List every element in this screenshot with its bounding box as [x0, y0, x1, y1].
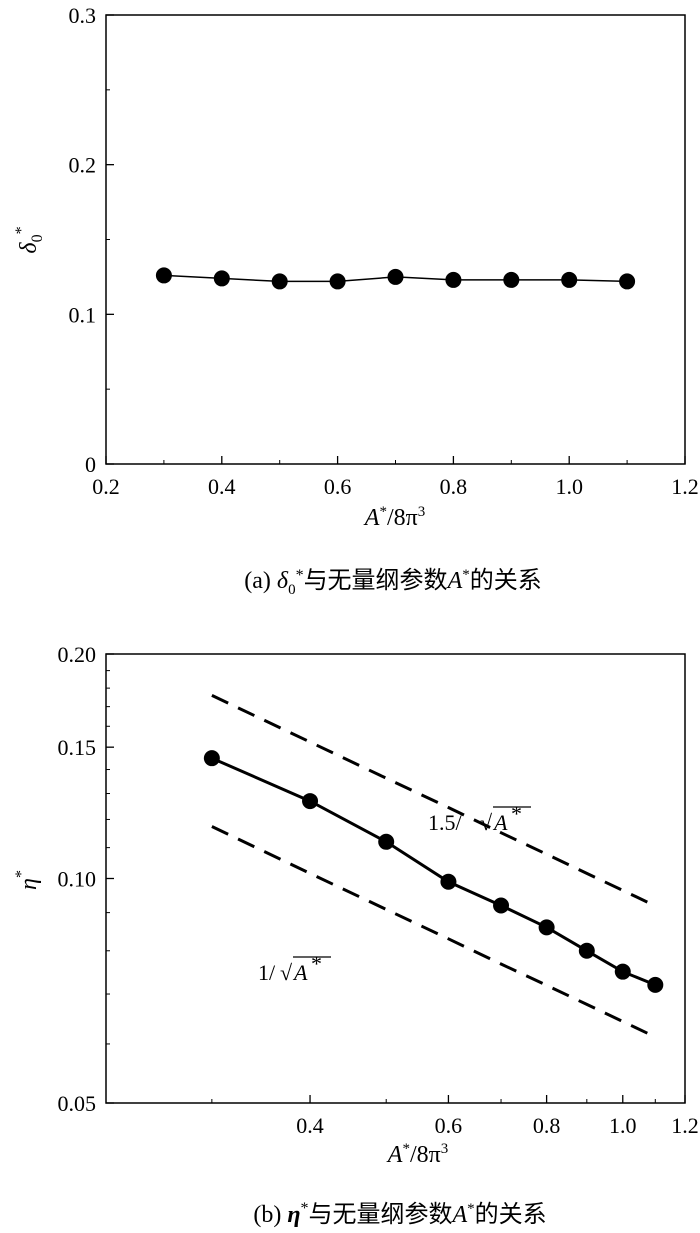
data-point-1	[302, 793, 319, 810]
y-tick-label-0: 0.05	[58, 1091, 97, 1116]
data-point-3	[329, 273, 346, 290]
series-label-1-over-sqrt-A: 1/ √ A *	[258, 951, 331, 985]
panel-b-caption-var: A	[450, 1202, 467, 1228]
y-tick-label-1: 0.10	[58, 867, 97, 892]
series-label-1-prefix: 1/	[258, 960, 276, 985]
panel-a-caption: (a) δ0*与无量纲参数A*的关系	[244, 567, 541, 598]
data-point-6	[578, 942, 595, 959]
x-tick-label-3: 0.8	[440, 474, 468, 499]
panel-a-caption-var: A	[446, 568, 463, 594]
panel-a-ylabel-sub: 0	[29, 234, 46, 242]
series-label-1-5-var: A	[492, 810, 508, 835]
dashed-line-1	[211, 694, 656, 908]
panel-b-xlabel-sup2: 3	[441, 1141, 449, 1157]
panel-b-frame	[105, 653, 686, 1104]
data-point-5	[538, 919, 555, 936]
y-tick-label-2: 0.15	[58, 735, 97, 760]
panel-a-ylabel: δ0*	[13, 226, 46, 253]
x-tick-label-0: 0.4	[296, 1113, 324, 1138]
x-tick-label-5: 1.2	[671, 474, 699, 499]
data-point-3	[440, 873, 457, 890]
panel-b-caption-prefix: (b)	[253, 1202, 287, 1228]
panel-b-ylabel-sup: *	[13, 870, 30, 878]
series-label-1-5-sup: *	[511, 801, 522, 826]
panel-a-marks	[155, 267, 636, 290]
series-label-1-var: A	[292, 960, 308, 985]
data-point-8	[647, 976, 664, 993]
panel-a-xlabel-main: A	[363, 505, 380, 531]
panel-a-caption-text: 与无量纲参数	[304, 567, 448, 594]
panel-a-caption-sup: *	[296, 567, 304, 584]
x-tick-label-1: 0.4	[208, 474, 236, 499]
panel-b-caption-var-sup: *	[467, 1201, 475, 1217]
panel-b-xlabel: A*/8π3	[386, 1141, 448, 1168]
y-tick-label-0: 0	[85, 452, 96, 477]
panel-a-caption-prefix: (a)	[244, 568, 277, 594]
panel-b-caption-text: 与无量纲参数	[308, 1201, 452, 1228]
panel-a-xlabel-sup2: 3	[418, 504, 426, 520]
panel-b-xlabel-main: A	[386, 1142, 403, 1168]
panel-b: 0.4 0.6 0.8 1.0 1.2 0.05 0.10 0.15 0.20 1.5/ √ A…	[13, 642, 699, 1228]
panel-a-caption-var-sup: *	[462, 567, 470, 583]
panel-b-xlabel-sup: *	[402, 1141, 410, 1157]
y-tick-label-3: 0.3	[69, 3, 97, 28]
panel-a-frame	[105, 14, 686, 465]
sqrt-symbol-1: √	[480, 810, 493, 835]
y-tick-label-3: 0.20	[58, 642, 97, 667]
panel-b-xlabel-rest: /8π	[410, 1142, 441, 1168]
x-tick-label-4: 1.0	[555, 474, 583, 499]
panel-a-xlabel-rest: /8π	[387, 505, 418, 531]
data-point-6	[503, 271, 520, 288]
panel-b-caption-sup: *	[300, 1200, 308, 1217]
data-point-1	[213, 270, 230, 287]
x-tick-label-0: 0.2	[92, 474, 120, 499]
panel-b-ylabel-main: η	[16, 878, 42, 890]
data-point-0	[203, 750, 220, 767]
series-label-1-sup: *	[311, 951, 322, 976]
panel-b-caption-suffix: 的关系	[475, 1201, 547, 1228]
series-label-1-5-prefix: 1.5/	[428, 810, 463, 835]
series-label-1-5-over-sqrt-A: 1.5/ √ A *	[428, 801, 531, 835]
data-point-0	[155, 267, 172, 284]
x-tick-label-2: 0.8	[533, 1113, 561, 1138]
data-point-2	[271, 273, 288, 290]
data-point-8	[619, 273, 636, 290]
panel-a-caption-suffix: 的关系	[470, 567, 542, 594]
data-point-2	[378, 833, 395, 850]
data-point-7	[561, 271, 578, 288]
x-tick-label-3: 1.0	[609, 1113, 637, 1138]
x-tick-label-1: 0.6	[435, 1113, 463, 1138]
data-point-5	[445, 271, 462, 288]
panel-a-ylabel-main: δ	[16, 242, 42, 254]
y-tick-label-1: 0.1	[69, 302, 97, 327]
panel-a-caption-symbol: δ	[277, 568, 289, 594]
data-point-4	[493, 897, 510, 914]
panel-b-ticks: 0.4 0.6 0.8 1.0 1.2 0.05 0.10 0.15 0.20	[58, 642, 699, 1138]
panel-b-ylabel: η*	[13, 870, 42, 890]
data-point-4	[387, 268, 404, 285]
panel-a-caption-sub: 0	[288, 582, 296, 598]
x-tick-label-4: 1.2	[671, 1113, 699, 1138]
y-tick-label-2: 0.2	[69, 153, 97, 178]
panel-a: 0.2 0.4 0.6 0.8 1.0 1.200.10.20.3 δ0* A*/8π3 …	[13, 3, 699, 598]
panel-a-ylabel-sup: *	[13, 226, 30, 234]
x-tick-label-2: 0.6	[324, 474, 352, 499]
panel-b-caption-symbol: η	[287, 1202, 300, 1228]
panel-b-caption: (b) η*与无量纲参数A*的关系	[253, 1200, 546, 1228]
data-point-7	[614, 963, 631, 980]
panel-a-ticks: 0.2 0.4 0.6 0.8 1.0 1.2 0 0.1 0.2 0.3	[69, 3, 699, 499]
panel-a-xlabel: A*/8π3	[363, 504, 425, 531]
panel-a-xlabel-sup: *	[379, 504, 387, 520]
dashed-line-2	[211, 825, 656, 1039]
panel-b-marks	[203, 694, 664, 1039]
sqrt-symbol-2: √	[280, 960, 293, 985]
